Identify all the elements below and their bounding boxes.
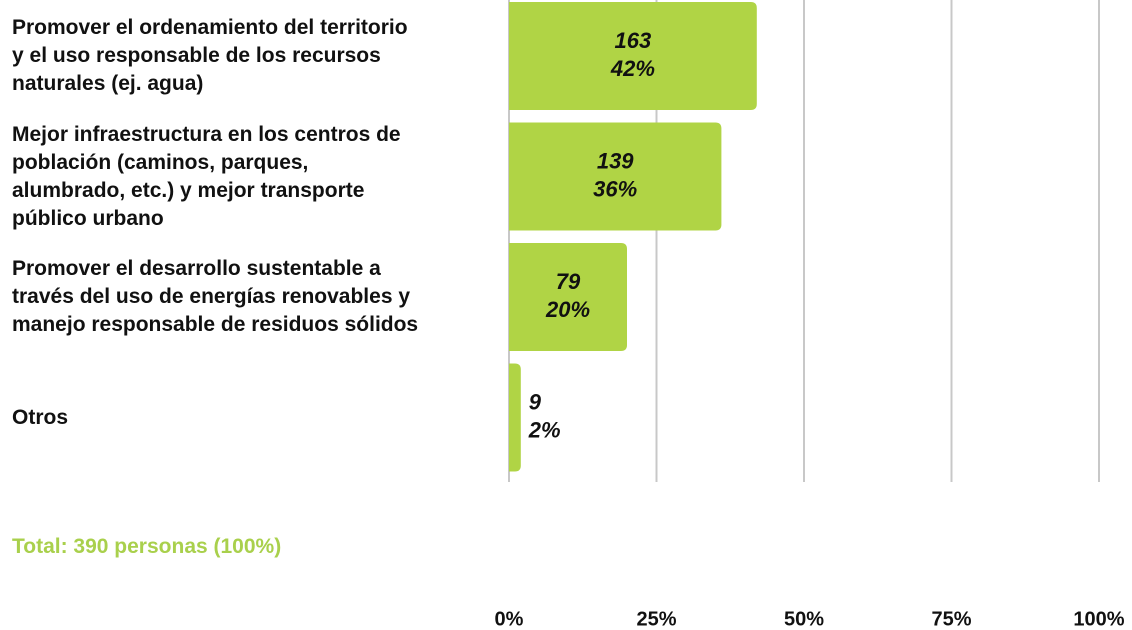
x-tick-label: 100% xyxy=(1073,608,1124,630)
x-tick-label: 0% xyxy=(495,608,524,630)
bar xyxy=(509,243,627,351)
value-label: 20% xyxy=(545,297,590,322)
x-tick-label: 75% xyxy=(931,608,971,630)
count-label: 139 xyxy=(597,148,634,173)
value-label: 42% xyxy=(610,56,655,81)
bar xyxy=(509,122,722,231)
count-label: 79 xyxy=(556,269,581,294)
bar xyxy=(509,363,521,472)
count-label: 163 xyxy=(615,28,652,53)
value-label: 2% xyxy=(528,417,561,442)
count-label: 9 xyxy=(529,389,542,414)
value-label: 36% xyxy=(593,176,637,201)
category-label: Promover el ordenamiento del territorio … xyxy=(12,16,408,95)
category-label: Mejor infraestructura en los centros de … xyxy=(12,122,401,230)
x-tick-label: 25% xyxy=(636,608,676,630)
category-label: Otros xyxy=(12,405,69,429)
category-label: Promover el desarrollo sustentable a tra… xyxy=(12,257,419,336)
bar xyxy=(509,2,757,110)
total: Total: 390 personas (100%) xyxy=(12,535,282,558)
x-tick-label: 50% xyxy=(784,608,824,630)
